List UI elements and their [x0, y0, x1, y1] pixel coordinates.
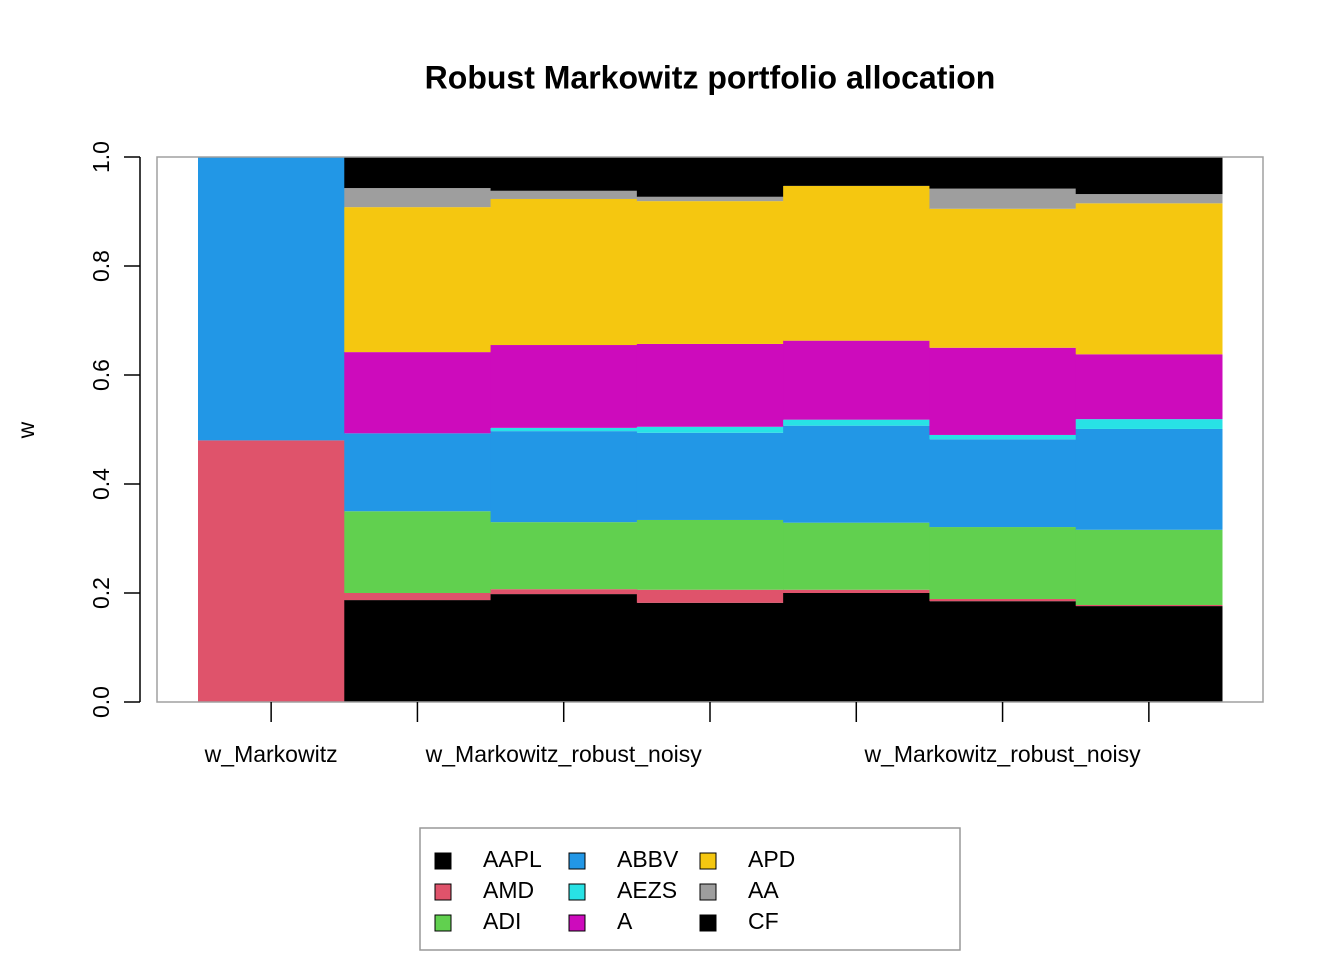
bar-segment [636, 519, 784, 590]
bar-segment [1075, 419, 1223, 429]
legend-swatch [568, 883, 586, 901]
y-tick-label: 0.6 [88, 359, 114, 391]
legend-swatch [434, 852, 452, 870]
legend-swatch [434, 914, 452, 932]
y-tick-label: 0.4 [88, 468, 114, 500]
bar-segment [1075, 194, 1223, 204]
bar-segment [490, 157, 638, 191]
bar-segment [490, 427, 638, 432]
bar-segment [1075, 203, 1223, 355]
bar-segment [783, 340, 930, 420]
bar-segment [1075, 604, 1223, 607]
legend-swatch [568, 914, 586, 932]
legend-swatch [699, 852, 717, 870]
bar-segment [929, 598, 1077, 602]
bar-segment [1075, 606, 1223, 702]
x-tick-label: w_Markowitz [204, 741, 338, 767]
y-tick-label: 1.0 [88, 141, 114, 173]
legend-label: AMD [483, 877, 534, 903]
bar-segment [490, 198, 638, 346]
legend-swatch [568, 852, 586, 870]
bar-segment [1075, 529, 1223, 605]
bar-segment [344, 593, 492, 601]
legend-label: CF [748, 908, 779, 934]
bar-segment [929, 157, 1077, 189]
bar-segment [344, 433, 492, 512]
bar-segment [929, 188, 1077, 209]
bar-segment [783, 522, 930, 590]
bar-segment [929, 439, 1077, 528]
bar-segment [198, 440, 345, 702]
legend-label: AAPL [483, 846, 542, 872]
bar-segment [929, 527, 1077, 599]
legend-label: APD [748, 846, 795, 872]
bar-segment [344, 600, 492, 702]
bar-segment [490, 522, 638, 590]
bar-segment [490, 589, 638, 595]
bar-segment [198, 157, 345, 441]
bar-segment [636, 432, 784, 520]
legend-label: ADI [483, 908, 521, 934]
bar-segment [783, 425, 930, 523]
bar-segment [783, 157, 930, 186]
bar-segment [636, 589, 784, 603]
bar-segment [490, 345, 638, 428]
bar-segment [636, 426, 784, 433]
bar-segment [636, 196, 784, 202]
bar-segment [490, 594, 638, 702]
bar-segment [929, 601, 1077, 702]
bar-segment [1075, 157, 1223, 195]
bar-segment [929, 434, 1077, 440]
bar-segment [1075, 428, 1223, 530]
y-tick-label: 0.8 [88, 250, 114, 282]
bar-segment [344, 157, 492, 189]
bar-segment [783, 419, 930, 426]
legend-label: AA [748, 877, 779, 903]
bar-segment [344, 207, 492, 353]
legend-label: ABBV [617, 846, 679, 872]
bar-segment [783, 589, 930, 593]
legend-label: AEZS [617, 877, 677, 903]
bar-segment [636, 343, 784, 427]
y-tick-label: 0.2 [88, 577, 114, 609]
x-tick-label: w_Markowitz_robust_noisy [864, 741, 1142, 767]
bar-segment [929, 208, 1077, 348]
bar-segment [636, 201, 784, 344]
bar-segment [636, 602, 784, 702]
bar-segment [929, 347, 1077, 435]
legend-swatch [699, 883, 717, 901]
bar-segment [344, 511, 492, 593]
legend-swatch [434, 883, 452, 901]
bar-segment [783, 593, 930, 702]
bar-segment [344, 188, 492, 208]
bar-segment [490, 190, 638, 199]
bar-segment [783, 185, 930, 341]
legend-label: A [617, 908, 633, 934]
chart-title: Robust Markowitz portfolio allocation [425, 59, 996, 95]
bar-segment [636, 157, 784, 197]
legend-swatch [699, 914, 717, 932]
bar-segment [1075, 354, 1223, 420]
x-tick-label: w_Markowitz_robust_noisy [425, 741, 703, 767]
y-axis-label: w [13, 421, 39, 439]
legend-box [419, 827, 961, 951]
y-tick-label: 0.0 [88, 686, 114, 718]
bar-segment [490, 431, 638, 523]
bar-segment [344, 352, 492, 434]
